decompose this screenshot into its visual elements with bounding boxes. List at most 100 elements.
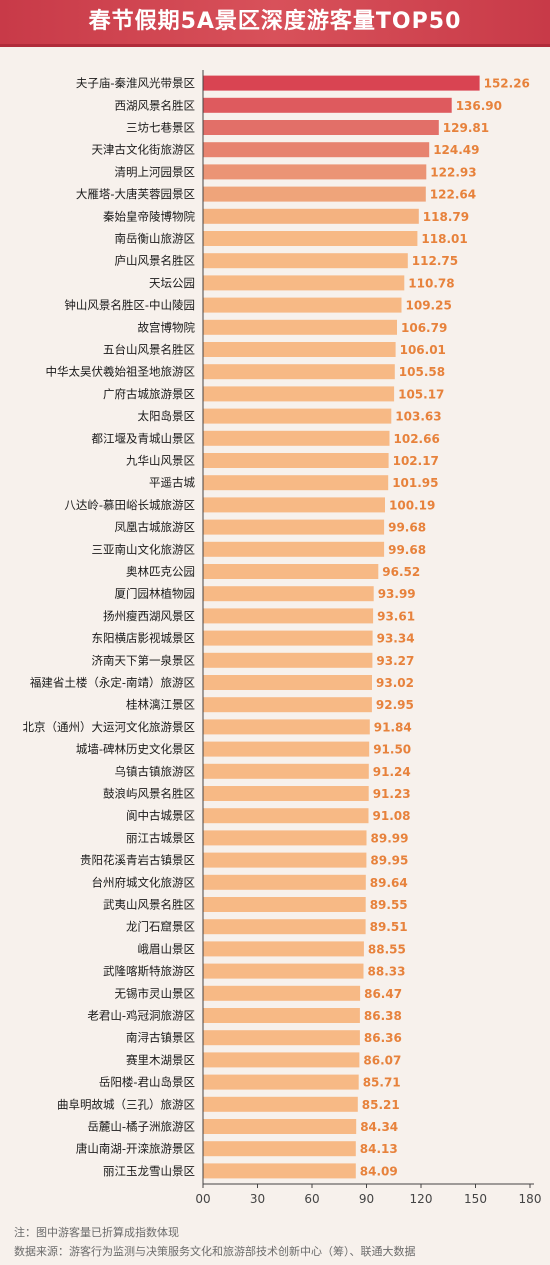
- value-label: 86.36: [364, 1031, 402, 1045]
- category-label: 南浔古镇景区: [126, 1031, 195, 1045]
- bar: [203, 586, 374, 602]
- category-label: 济南天下第一泉景区: [92, 653, 196, 667]
- bar: [203, 697, 372, 713]
- bar: [203, 186, 426, 202]
- value-label: 118.79: [423, 210, 469, 224]
- value-label: 99.68: [388, 543, 426, 557]
- value-label: 91.08: [373, 809, 411, 823]
- bar: [203, 1119, 357, 1134]
- x-tick-label: 120: [410, 1192, 433, 1206]
- x-tick-label: 30: [250, 1192, 265, 1206]
- value-label: 86.47: [364, 987, 402, 1001]
- value-label: 91.50: [373, 743, 411, 757]
- category-label: 台州府城文化旅游区: [92, 875, 196, 889]
- category-label: 丽江玉龙雪山景区: [103, 1164, 195, 1178]
- bar: [203, 1141, 356, 1157]
- category-label: 天坛公园: [149, 276, 195, 290]
- value-label: 102.17: [393, 454, 439, 468]
- bar: [203, 519, 385, 535]
- category-label: 龙门石窟景区: [126, 920, 195, 934]
- category-label: 桂林漓江景区: [126, 698, 195, 712]
- value-label: 93.27: [376, 654, 414, 668]
- bar: [203, 852, 367, 868]
- x-tick-label: 00: [195, 1192, 210, 1206]
- category-label: 福建省土楼（永定-南靖）旅游区: [30, 676, 195, 690]
- value-label: 96.52: [382, 565, 420, 579]
- data-source: 数据来源：游客行为监测与决策服务文化和旅游部技术创新中心（筹）、联通大数据: [14, 1245, 416, 1258]
- value-label: 89.64: [370, 876, 408, 890]
- category-label: 东阳横店影视城景区: [92, 631, 196, 645]
- category-label: 中华太昊伏羲始祖圣地旅游区: [46, 365, 196, 379]
- value-label: 122.93: [430, 165, 476, 179]
- category-label: 北京（通州）大运河文化旅游景区: [23, 720, 196, 734]
- value-label: 89.51: [370, 920, 408, 934]
- footnote: 注：图中游客量已折算成指数体现: [14, 1226, 179, 1239]
- value-label: 129.81: [443, 121, 489, 135]
- bar: [203, 1096, 358, 1112]
- value-label: 99.68: [388, 521, 426, 535]
- category-label: 曲阜明故城（三孔）旅游区: [57, 1097, 195, 1111]
- value-label: 136.90: [456, 99, 502, 113]
- bar: [203, 253, 408, 269]
- value-label: 85.71: [363, 1076, 401, 1090]
- bar: [203, 564, 379, 579]
- category-label: 清明上河园景区: [115, 165, 196, 179]
- bar: [203, 408, 392, 424]
- bar: [203, 963, 364, 979]
- bar: [203, 275, 405, 291]
- value-label: 84.09: [360, 1164, 398, 1178]
- value-label: 89.99: [371, 831, 409, 845]
- category-label: 夫子庙-秦淮风光带景区: [76, 76, 195, 90]
- x-tick-label: 180: [519, 1192, 542, 1206]
- category-label: 贵阳花溪青岩古镇景区: [80, 853, 195, 867]
- x-tick-label: 90: [359, 1192, 374, 1206]
- category-label: 岳阳楼-君山岛景区: [99, 1075, 195, 1089]
- category-label: 九华山风景区: [126, 454, 195, 468]
- value-label: 118.01: [421, 232, 467, 246]
- bar: [203, 652, 373, 668]
- value-label: 112.75: [412, 254, 458, 268]
- header-banner: 春节假期5A景区深度游客量TOP50: [0, 0, 550, 47]
- bar: [203, 231, 418, 246]
- bar: [203, 297, 402, 313]
- value-label: 86.07: [363, 1053, 401, 1067]
- bar: [203, 475, 389, 491]
- bar: [203, 786, 369, 801]
- bar: [203, 1008, 360, 1023]
- value-label: 91.23: [373, 787, 411, 801]
- bar-chart: 夫子庙-秦淮风光带景区 152.26 西湖风景名胜区 136.90 三坊七巷景区 129.…: [23, 70, 542, 1206]
- bar: [203, 208, 419, 224]
- value-label: 92.95: [376, 698, 414, 712]
- bar: [203, 830, 367, 846]
- category-label: 天津古文化街旅游区: [92, 143, 196, 157]
- bar: [203, 386, 395, 402]
- value-label: 93.02: [376, 676, 414, 690]
- category-label: 无锡市灵山景区: [115, 986, 196, 1000]
- category-label: 乌镇古镇旅游区: [115, 764, 196, 778]
- value-label: 89.95: [370, 854, 408, 868]
- bar: [203, 120, 439, 135]
- bar: [203, 75, 480, 91]
- bar: [203, 97, 452, 113]
- bar: [203, 630, 373, 646]
- bar: [203, 985, 361, 1001]
- bar: [203, 142, 430, 158]
- category-label: 钟山风景名胜区-中山陵园: [64, 298, 195, 312]
- value-label: 86.38: [364, 1009, 402, 1023]
- category-label: 平遥古城: [149, 476, 195, 490]
- category-label: 老君山-鸡冠洞旅游区: [87, 1009, 195, 1023]
- category-label: 故宫博物院: [138, 320, 196, 334]
- category-label: 都江堰及青城山景区: [92, 431, 196, 445]
- category-label: 广府古城旅游景区: [103, 387, 195, 401]
- value-label: 89.55: [370, 898, 408, 912]
- value-label: 93.61: [377, 609, 415, 623]
- category-label: 庐山风景名胜区: [115, 254, 196, 268]
- bar: [203, 1030, 360, 1046]
- category-label: 城墙-碑林历史文化景区: [76, 742, 195, 756]
- bar: [203, 497, 385, 513]
- value-label: 100.19: [389, 498, 435, 512]
- category-label: 五台山风景名胜区: [103, 343, 195, 357]
- value-label: 109.25: [406, 299, 452, 313]
- bar: [203, 941, 364, 957]
- category-label: 西湖风景名胜区: [115, 98, 196, 112]
